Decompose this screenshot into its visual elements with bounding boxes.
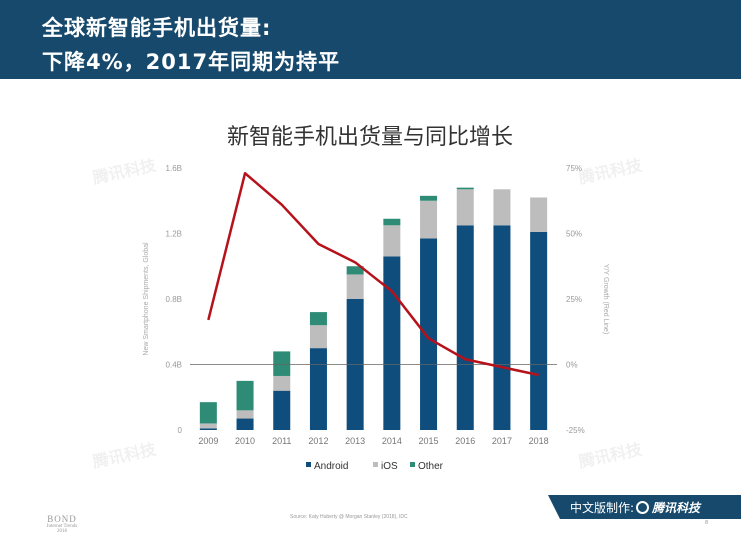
bar-other	[420, 195, 438, 201]
bar-ios	[420, 200, 438, 239]
legend-label: iOS	[381, 461, 398, 472]
y2-tick-label: 75%	[566, 164, 582, 173]
bar-android	[530, 231, 548, 430]
legend-label: Android	[314, 461, 348, 472]
legend-swatch	[410, 462, 415, 467]
bond-logo: BOND Internet Trends 2018	[40, 514, 84, 534]
bar-android	[456, 225, 474, 430]
x-tick-label: 2010	[235, 436, 255, 446]
badge-text-wrap: 中文版制作: 腾讯科技	[570, 499, 700, 516]
bar-ios	[346, 274, 364, 299]
bar-other	[309, 312, 327, 326]
y2-axis-title: Y/Y Growth (Red Line)	[602, 264, 609, 334]
x-tick-label: 2014	[382, 436, 402, 446]
producer-badge: 中文版制作: 腾讯科技	[548, 495, 741, 519]
badge-text: 中文版制作:	[570, 501, 635, 515]
bar-android	[309, 348, 327, 430]
bar-ios	[309, 325, 327, 349]
x-tick-label: 2011	[272, 436, 291, 446]
title-banner: 全球新智能手机出货量: 下降4%，2017年同期为持平	[0, 0, 741, 79]
legend-label: Other	[418, 461, 444, 472]
bar-other	[456, 187, 474, 190]
x-tick-label: 2016	[455, 436, 475, 446]
x-tick-label: 2012	[308, 436, 328, 446]
y-tick-label: 1.6B	[166, 164, 182, 173]
bar-android	[273, 390, 291, 430]
y-tick-label: 0.8B	[166, 295, 182, 304]
y2-tick-label: -25%	[566, 426, 585, 435]
page-title-line2: 下降4%，2017年同期为持平	[42, 50, 341, 74]
legend-swatch	[306, 462, 311, 467]
x-tick-label: 2013	[345, 436, 365, 446]
bar-android	[420, 238, 438, 430]
bar-android	[236, 418, 254, 430]
y-axis-title: New Smartphone Shipments, Global	[143, 242, 150, 356]
y-tick-label: 0.4B	[166, 361, 182, 370]
chart-title: 新智能手机出货量与同比增长	[227, 125, 513, 150]
y2-tick-label: 25%	[566, 295, 582, 304]
badge-corner	[548, 495, 560, 519]
logo-line3: 2018	[57, 529, 67, 534]
y2-tick-label: 50%	[566, 230, 582, 239]
bar-other	[346, 266, 364, 275]
logo-line2: Internet Trends	[46, 524, 78, 529]
x-tick-label: 2015	[419, 436, 439, 446]
x-tick-label: 2017	[492, 436, 512, 446]
x-tick-label: 2009	[198, 436, 218, 446]
page-number: 8	[705, 520, 709, 526]
growth-line	[207, 171, 539, 377]
bar-ios	[383, 225, 401, 257]
bar-ios	[456, 189, 474, 226]
logo-line1: BOND	[47, 514, 77, 524]
bar-android	[199, 428, 217, 430]
bar-ios	[236, 410, 254, 419]
x-tick-label: 2018	[529, 436, 549, 446]
tencent-logo-icon	[636, 501, 650, 514]
bar-other	[273, 351, 291, 376]
bar-other	[383, 218, 401, 226]
bar-other	[236, 380, 254, 411]
bar-ios	[273, 375, 291, 391]
bar-android	[383, 256, 401, 430]
source-note: Source: Katy Huberty @ Morgan Stanley (2…	[290, 514, 408, 520]
badge-brand: 腾讯科技	[652, 501, 701, 515]
bar-other	[199, 402, 217, 424]
bar-ios	[199, 423, 217, 429]
page-title-line1: 全球新智能手机出货量:	[42, 16, 272, 40]
y-tick-label: 1.2B	[166, 230, 182, 239]
shipments-chart: 新智能手机出货量与同比增长 0 0.4B 0.8B 1.2B 1.6B -25% 0% 25% 5…	[143, 125, 609, 472]
legend-swatch	[373, 462, 378, 467]
y-tick-label: 0	[178, 426, 183, 435]
bar-android	[493, 225, 511, 430]
y2-tick-label: 0%	[566, 361, 578, 370]
bar-ios	[493, 189, 511, 226]
bar-ios	[530, 197, 548, 232]
